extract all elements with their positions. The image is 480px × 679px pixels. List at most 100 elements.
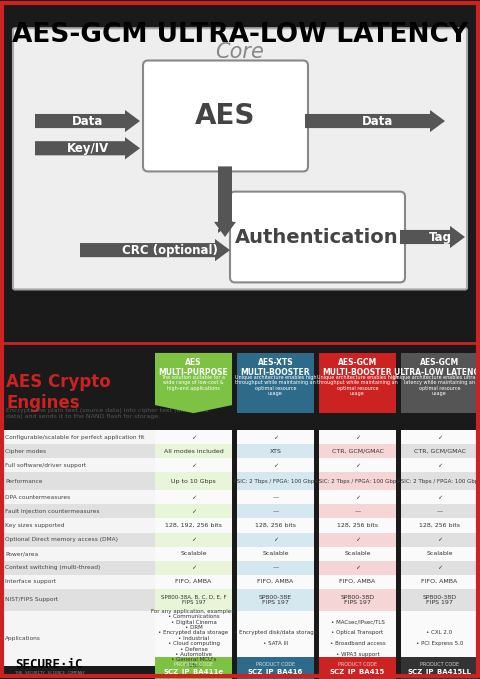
Bar (155, 657, 232, 679)
Bar (319, 547, 396, 561)
Bar (0, 458, 155, 473)
Text: 128, 256 bits: 128, 256 bits (255, 523, 296, 528)
Text: ✓: ✓ (437, 463, 442, 468)
Bar (155, 504, 232, 519)
Text: Key/IV: Key/IV (67, 142, 109, 155)
Bar (401, 547, 478, 561)
FancyBboxPatch shape (13, 29, 467, 289)
Bar (0, 589, 155, 611)
Bar (237, 490, 314, 504)
Bar (401, 444, 478, 458)
Text: THE SECURITY SCIENCE COMPANY: THE SECURITY SCIENCE COMPANY (15, 671, 85, 675)
Bar (0, 561, 155, 574)
Bar (0, 473, 155, 490)
FancyBboxPatch shape (230, 191, 405, 282)
Bar (155, 561, 232, 574)
Text: ✓: ✓ (273, 537, 278, 542)
Text: —: — (272, 509, 278, 514)
Text: Key sizes supported: Key sizes supported (5, 523, 64, 528)
Text: ASIC: 2 Tbps / FPGA: 100 Gbps: ASIC: 2 Tbps / FPGA: 100 Gbps (315, 479, 400, 484)
Text: Applications: Applications (5, 636, 41, 641)
Bar (0, 430, 155, 444)
Text: AES-GCM
ULTRA-LOW LATENCY: AES-GCM ULTRA-LOW LATENCY (394, 358, 480, 378)
Text: Encrypts the plain text (source data) into cipher text (encrypted
data) and send: Encrypts the plain text (source data) in… (6, 408, 209, 419)
Text: Up to 10 Gbps: Up to 10 Gbps (171, 479, 216, 484)
Text: CTR, GCM/GMAC: CTR, GCM/GMAC (413, 449, 466, 454)
Bar (319, 574, 396, 589)
Bar (155, 458, 232, 473)
Bar (237, 561, 314, 574)
Bar (155, 611, 232, 666)
Text: ✓: ✓ (437, 435, 442, 440)
Text: NIST/FIPS Support: NIST/FIPS Support (5, 598, 58, 602)
Text: DPA countermeasures: DPA countermeasures (5, 495, 70, 500)
Text: SCZ_IP_BA415: SCZ_IP_BA415 (330, 669, 385, 676)
Bar (155, 574, 232, 589)
Bar (0, 611, 155, 666)
Text: SP800-38E
FIPS 197: SP800-38E FIPS 197 (259, 595, 292, 605)
FancyArrow shape (35, 110, 140, 132)
Bar (401, 458, 478, 473)
Text: Full software/driver support: Full software/driver support (5, 463, 86, 468)
Text: FIFO, AMBA: FIFO, AMBA (421, 579, 457, 584)
Bar (401, 532, 478, 547)
Text: PRODUCT CODE: PRODUCT CODE (174, 663, 213, 667)
Text: Unique architecture enables ultra-low
latency while maintaining an
optimal resou: Unique architecture enables ultra-low la… (393, 375, 480, 397)
Bar (319, 657, 396, 679)
Bar (401, 611, 478, 666)
Text: Fault injection countermeasures: Fault injection countermeasures (5, 509, 99, 514)
Text: AES
MULTI-PURPOSE: AES MULTI-PURPOSE (158, 358, 228, 378)
Text: 128, 256 bits: 128, 256 bits (337, 523, 378, 528)
Text: ✓: ✓ (355, 565, 360, 570)
Text: AES-GCM
MULTI-BOOSTER: AES-GCM MULTI-BOOSTER (323, 358, 392, 378)
Text: ASIC: 2 Tbps / FPGA: 100 Gbps: ASIC: 2 Tbps / FPGA: 100 Gbps (233, 479, 318, 484)
Text: FIFO, AMBA: FIFO, AMBA (257, 579, 294, 584)
Text: XTS: XTS (270, 449, 281, 454)
FancyArrow shape (305, 110, 445, 132)
Bar (401, 519, 478, 532)
Text: SECURE·iC: SECURE·iC (15, 659, 83, 672)
Text: PRODUCT CODE: PRODUCT CODE (420, 663, 459, 667)
Bar (237, 458, 314, 473)
Bar (319, 458, 396, 473)
FancyArrow shape (35, 137, 140, 160)
Bar (401, 657, 478, 679)
Text: —: — (272, 565, 278, 570)
Bar (237, 519, 314, 532)
Text: ✓: ✓ (191, 537, 196, 542)
Bar (0, 547, 155, 561)
Text: Performance: Performance (5, 479, 43, 484)
Text: CTR, GCM/GMAC: CTR, GCM/GMAC (332, 449, 384, 454)
Bar (401, 430, 478, 444)
Text: Unique architecture enables high
throughput while maintaining an
optimal resourc: Unique architecture enables high through… (235, 375, 316, 397)
Bar (155, 547, 232, 561)
Bar (155, 444, 232, 458)
Bar (237, 574, 314, 589)
Text: The solution suitable for a
wide range of low-cost &
high-end applications: The solution suitable for a wide range o… (161, 375, 226, 391)
Text: ✓: ✓ (191, 463, 196, 468)
Text: Scalable: Scalable (344, 551, 371, 556)
Bar (237, 611, 314, 666)
Bar (319, 532, 396, 547)
Bar (155, 519, 232, 532)
Text: ✓: ✓ (191, 509, 196, 514)
Bar (401, 504, 478, 519)
Text: ✓: ✓ (191, 435, 196, 440)
Bar (0, 490, 155, 504)
Bar (237, 430, 314, 444)
FancyArrow shape (80, 239, 230, 261)
Text: Scalable: Scalable (180, 551, 207, 556)
Bar (319, 589, 396, 611)
Text: ✓: ✓ (355, 463, 360, 468)
Bar (319, 353, 396, 413)
Bar (155, 430, 232, 444)
Bar (319, 473, 396, 490)
Text: Authentication: Authentication (235, 227, 399, 246)
Bar (319, 490, 396, 504)
Text: SP800-38D
FIPS 197: SP800-38D FIPS 197 (422, 595, 456, 605)
Bar (401, 490, 478, 504)
Bar (237, 473, 314, 490)
Text: SCZ_IP_BA411e: SCZ_IP_BA411e (163, 669, 224, 676)
Text: Unique architecture enables high
throughput while maintaining an
optimal resourc: Unique architecture enables high through… (317, 375, 398, 397)
Bar (155, 473, 232, 490)
